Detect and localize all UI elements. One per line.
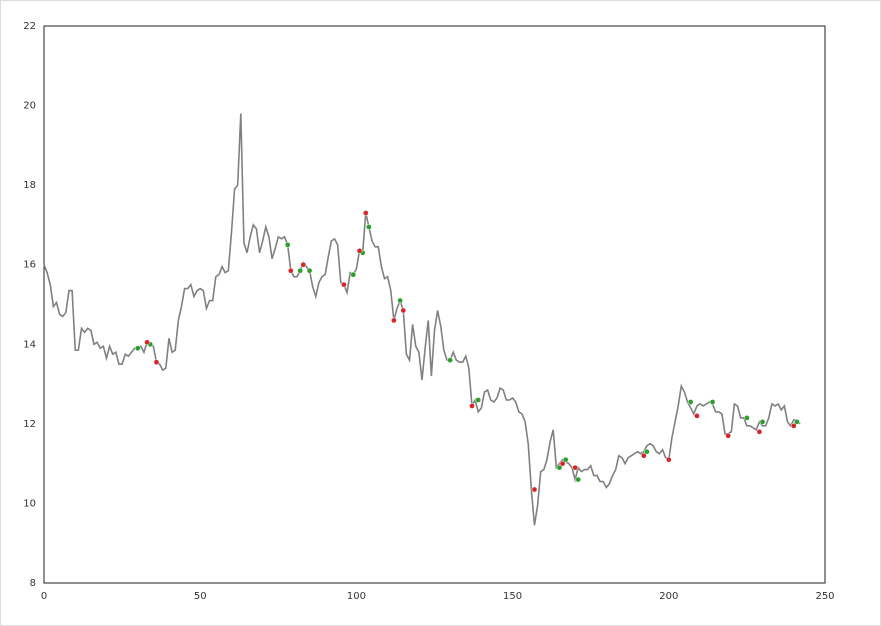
signal-marker [572, 464, 578, 471]
x-tick-label: 100 [347, 591, 366, 602]
signal-marker [694, 413, 700, 419]
y-tick-label: 14 [23, 339, 36, 350]
signal-marker [744, 415, 750, 421]
signal-marker [350, 271, 357, 278]
signal-marker [556, 464, 563, 471]
x-tick-label: 250 [815, 591, 834, 602]
signal-marker [300, 261, 307, 268]
signal-marker [366, 224, 372, 230]
signal-marker [640, 452, 647, 459]
signal-marker [759, 419, 766, 425]
signal-marker [790, 422, 797, 429]
signal-marker [644, 448, 650, 455]
signal-marker [391, 317, 397, 324]
signal-marker [531, 486, 538, 493]
y-tick-label: 20 [23, 101, 36, 112]
signal-marker [475, 397, 482, 403]
signal-marker [709, 399, 716, 405]
signal-marker [447, 357, 453, 364]
price-line [43, 113, 801, 526]
y-tick-label: 12 [23, 419, 36, 430]
signal-marker [341, 281, 347, 288]
signal-marker [559, 460, 566, 467]
signal-marker [362, 210, 369, 216]
signal-marker [575, 476, 582, 483]
signal-marker [397, 297, 403, 304]
signal-marker [144, 339, 150, 346]
signal-marker [400, 307, 407, 314]
signal-marker [562, 456, 569, 463]
signal-marker [756, 428, 763, 435]
y-tick-label: 22 [23, 21, 36, 32]
signal-marker [356, 247, 363, 254]
x-tick-label: 50 [194, 591, 207, 602]
signal-marker [297, 267, 304, 274]
signal-marker [284, 241, 291, 248]
signal-marker [794, 419, 800, 425]
y-tick-label: 8 [30, 578, 36, 589]
plot-area [43, 25, 826, 584]
x-tick-label: 0 [41, 591, 47, 602]
signal-marker [469, 403, 475, 409]
signal-marker [287, 267, 294, 274]
signal-marker [306, 267, 313, 274]
y-tick-label: 16 [23, 260, 36, 271]
x-tick-label: 150 [503, 591, 522, 602]
signal-marker [687, 399, 694, 405]
y-tick-label: 10 [23, 498, 36, 509]
signal-marker [153, 359, 160, 366]
signal-marker [725, 432, 732, 439]
signal-marker [134, 345, 141, 352]
y-tick-label: 18 [23, 180, 36, 191]
x-tick-label: 200 [659, 591, 678, 602]
signal-marker [665, 456, 672, 463]
